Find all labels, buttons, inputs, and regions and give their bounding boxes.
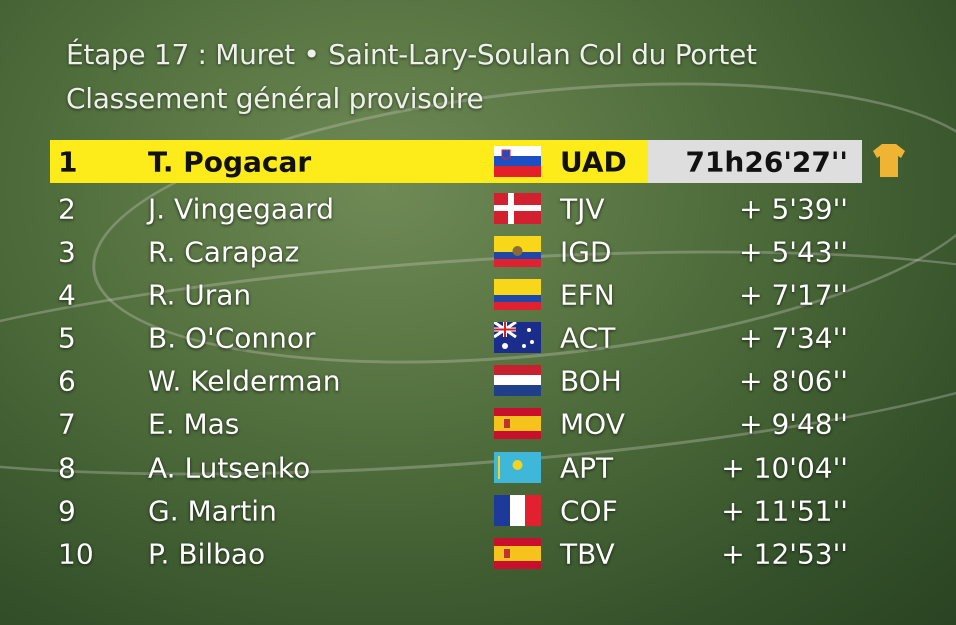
standings-row: 8 A. Lutsenko APT + 10'04'' bbox=[50, 446, 862, 489]
rank: 8 bbox=[58, 451, 76, 484]
rider-name: A. Lutsenko bbox=[148, 451, 311, 484]
team-code: TBV bbox=[560, 537, 615, 570]
team-code: COF bbox=[560, 494, 618, 527]
country-flag bbox=[494, 495, 541, 526]
standings-row: 9 G. Martin COF + 11'51'' bbox=[50, 489, 862, 532]
country-flag bbox=[494, 408, 541, 439]
title: Étape 17 : Muret • Saint-Lary-Soulan Col… bbox=[66, 38, 757, 71]
standings-row: 2 J. Vingegaard TJV + 5'39'' bbox=[50, 187, 862, 230]
country-flag bbox=[494, 193, 541, 224]
subtitle: Classement général provisoire bbox=[66, 82, 484, 115]
yellow-jersey-icon bbox=[873, 144, 905, 177]
rank: 3 bbox=[58, 235, 76, 268]
team-code: UAD bbox=[560, 145, 627, 178]
rider-name: E. Mas bbox=[148, 407, 240, 440]
standings-row: 4 R. Uran EFN + 7'17'' bbox=[50, 273, 862, 316]
time: + 10'04'' bbox=[721, 451, 848, 484]
rider-name: P. Bilbao bbox=[148, 537, 266, 570]
time: 71h26'27'' bbox=[685, 145, 848, 178]
team-code: BOH bbox=[560, 364, 622, 397]
time: + 7'34'' bbox=[739, 321, 848, 354]
time-box bbox=[648, 140, 862, 183]
team-code: EFN bbox=[560, 278, 615, 311]
rider-name: B. O'Connor bbox=[148, 321, 316, 354]
standings-row: 1 T. Pogacar UAD 71h26'27'' bbox=[50, 140, 862, 183]
rank: 1 bbox=[58, 145, 78, 178]
team-code: ACT bbox=[560, 321, 616, 354]
country-flag bbox=[494, 322, 541, 353]
rank: 4 bbox=[58, 278, 76, 311]
rank: 9 bbox=[58, 494, 76, 527]
rider-name: R. Carapaz bbox=[148, 235, 300, 268]
time: + 7'17'' bbox=[739, 278, 848, 311]
standings-row: 10 P. Bilbao TBV + 12'53'' bbox=[50, 532, 862, 575]
rank: 2 bbox=[58, 192, 76, 225]
team-code: MOV bbox=[560, 407, 625, 440]
rank: 10 bbox=[58, 537, 94, 570]
standings-row: 5 B. O'Connor ACT + 7'34'' bbox=[50, 316, 862, 359]
country-flag bbox=[494, 279, 541, 310]
rider-name: R. Uran bbox=[148, 278, 252, 311]
standings-row: 6 W. Kelderman BOH + 8'06'' bbox=[50, 359, 862, 402]
team-code: TJV bbox=[560, 192, 605, 225]
team-code: IGD bbox=[560, 235, 612, 268]
standings-row: 7 E. Mas MOV + 9'48'' bbox=[50, 402, 862, 445]
time: + 5'39'' bbox=[739, 192, 848, 225]
country-flag bbox=[494, 452, 541, 483]
country-flag bbox=[494, 365, 541, 396]
time: + 12'53'' bbox=[721, 537, 848, 570]
time: + 9'48'' bbox=[739, 407, 848, 440]
country-flag bbox=[494, 146, 541, 177]
rider-name: J. Vingegaard bbox=[148, 192, 335, 225]
standings-row: 3 R. Carapaz IGD + 5'43'' bbox=[50, 230, 862, 273]
time: + 5'43'' bbox=[739, 235, 848, 268]
country-flag bbox=[494, 538, 541, 569]
rider-name: W. Kelderman bbox=[148, 364, 341, 397]
rider-name: T. Pogacar bbox=[148, 145, 312, 178]
country-flag bbox=[494, 236, 541, 267]
time: + 11'51'' bbox=[721, 494, 848, 527]
team-code: APT bbox=[560, 451, 614, 484]
rank: 7 bbox=[58, 407, 76, 440]
rider-name: G. Martin bbox=[148, 494, 277, 527]
rank: 5 bbox=[58, 321, 76, 354]
time: + 8'06'' bbox=[739, 364, 848, 397]
rank: 6 bbox=[58, 364, 76, 397]
